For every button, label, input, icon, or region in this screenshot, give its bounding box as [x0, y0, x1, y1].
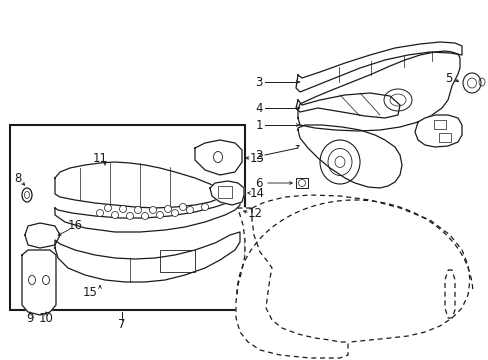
Text: 2: 2 [255, 149, 263, 162]
Circle shape [149, 207, 156, 213]
Circle shape [134, 207, 141, 213]
Polygon shape [195, 140, 242, 175]
Circle shape [201, 203, 208, 211]
Bar [218, 186, 231, 198]
Circle shape [164, 206, 171, 212]
Polygon shape [297, 51, 459, 131]
Polygon shape [295, 42, 461, 92]
Text: 14: 14 [249, 186, 264, 199]
Polygon shape [55, 162, 220, 208]
Circle shape [126, 212, 133, 220]
Text: 4: 4 [255, 102, 263, 114]
Polygon shape [55, 232, 240, 282]
Polygon shape [295, 93, 399, 118]
Circle shape [186, 207, 193, 213]
Circle shape [104, 204, 111, 212]
Text: 11: 11 [92, 152, 107, 165]
Circle shape [111, 212, 118, 219]
Bar [10, 125, 244, 310]
Polygon shape [209, 181, 244, 205]
Polygon shape [414, 115, 461, 147]
Polygon shape [25, 223, 60, 248]
Polygon shape [297, 125, 401, 188]
Text: 6: 6 [255, 176, 263, 189]
Circle shape [119, 206, 126, 212]
Text: 13: 13 [249, 152, 264, 165]
Polygon shape [236, 208, 347, 358]
Polygon shape [55, 198, 240, 232]
Text: 12: 12 [247, 207, 263, 220]
Bar [295, 178, 307, 188]
Text: 1: 1 [255, 118, 263, 131]
Circle shape [171, 210, 178, 216]
Circle shape [141, 212, 148, 220]
Polygon shape [22, 250, 56, 315]
Text: 7: 7 [118, 319, 125, 332]
Text: 15: 15 [82, 287, 97, 300]
Text: 5: 5 [444, 72, 451, 85]
Circle shape [179, 203, 186, 211]
Circle shape [156, 212, 163, 219]
Text: 16: 16 [67, 219, 82, 231]
Text: 8: 8 [14, 171, 21, 185]
Circle shape [96, 210, 103, 216]
Bar [438, 133, 450, 142]
Bar [160, 250, 195, 272]
Text: 10: 10 [39, 311, 53, 324]
Text: 9: 9 [26, 311, 34, 324]
Bar [433, 120, 445, 129]
Text: 3: 3 [255, 76, 263, 89]
